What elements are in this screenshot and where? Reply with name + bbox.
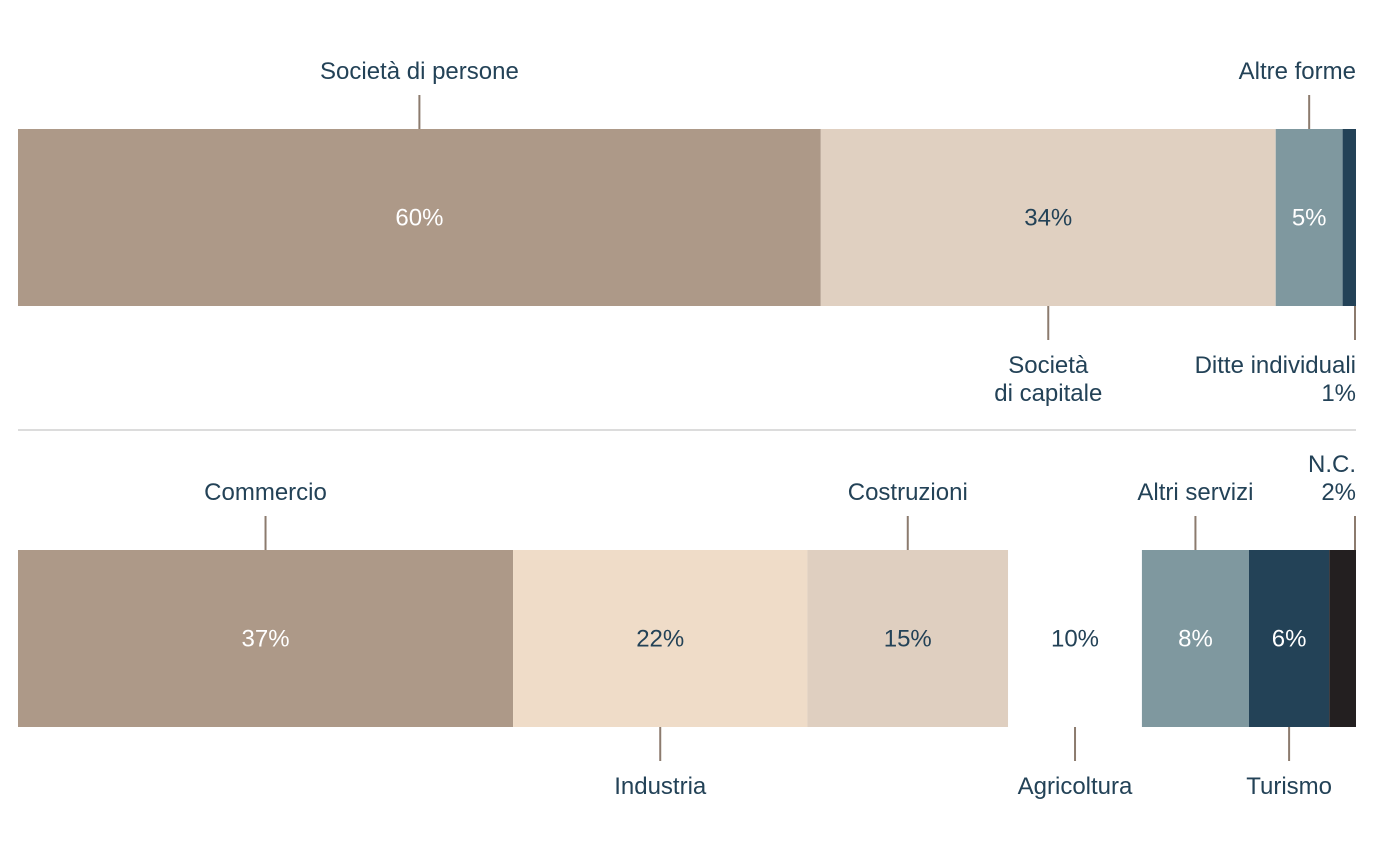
bar-segment-ditte-individuali	[1342, 129, 1356, 306]
category-label-costruzioni: Costruzioni	[848, 479, 968, 506]
bar-segment-societ-di-capitale	[820, 129, 1276, 306]
category-label-altri-servizi: Altri servizi	[1137, 479, 1253, 506]
category-label-n-c-: N.C.	[1308, 451, 1356, 478]
category-label-n-c-: 2%	[1321, 479, 1356, 506]
category-label-commercio: Commercio	[204, 479, 327, 506]
category-label-altre-forme: Altre forme	[1239, 58, 1356, 85]
value-label-industria: 22%	[636, 626, 684, 653]
bar-segment-commercio	[18, 550, 514, 727]
value-label-altre-forme: 5%	[1292, 205, 1327, 232]
category-label-societ-di-persone: Società di persone	[320, 58, 519, 85]
bar-segment-n-c-	[1329, 550, 1356, 727]
bar-segment-agricoltura	[1008, 550, 1142, 727]
bar-segment-altre-forme	[1275, 129, 1343, 306]
category-label-agricoltura: Agricoltura	[1018, 773, 1133, 800]
bar-segment-industria	[513, 550, 808, 727]
category-label-societ-di-capitale: di capitale	[994, 380, 1102, 407]
bar-segment-costruzioni	[807, 550, 1009, 727]
category-label-ditte-individuali: Ditte individuali	[1195, 352, 1356, 379]
value-label-societ-di-capitale: 34%	[1024, 205, 1072, 232]
bar-segment-altri-servizi	[1141, 550, 1249, 727]
value-label-altri-servizi: 8%	[1178, 626, 1213, 653]
value-label-turismo: 6%	[1272, 626, 1307, 653]
bar-segment-societ-di-persone	[18, 129, 821, 306]
value-label-commercio: 37%	[242, 626, 290, 653]
bar-segment-turismo	[1248, 550, 1330, 727]
value-label-societ-di-persone: 60%	[395, 205, 443, 232]
value-label-costruzioni: 15%	[884, 626, 932, 653]
category-label-ditte-individuali: 1%	[1321, 380, 1356, 407]
category-label-industria: Industria	[614, 773, 707, 800]
value-label-agricoltura: 10%	[1051, 626, 1099, 653]
category-label-societ-di-capitale: Società	[1008, 352, 1089, 379]
category-label-turismo: Turismo	[1246, 773, 1332, 800]
